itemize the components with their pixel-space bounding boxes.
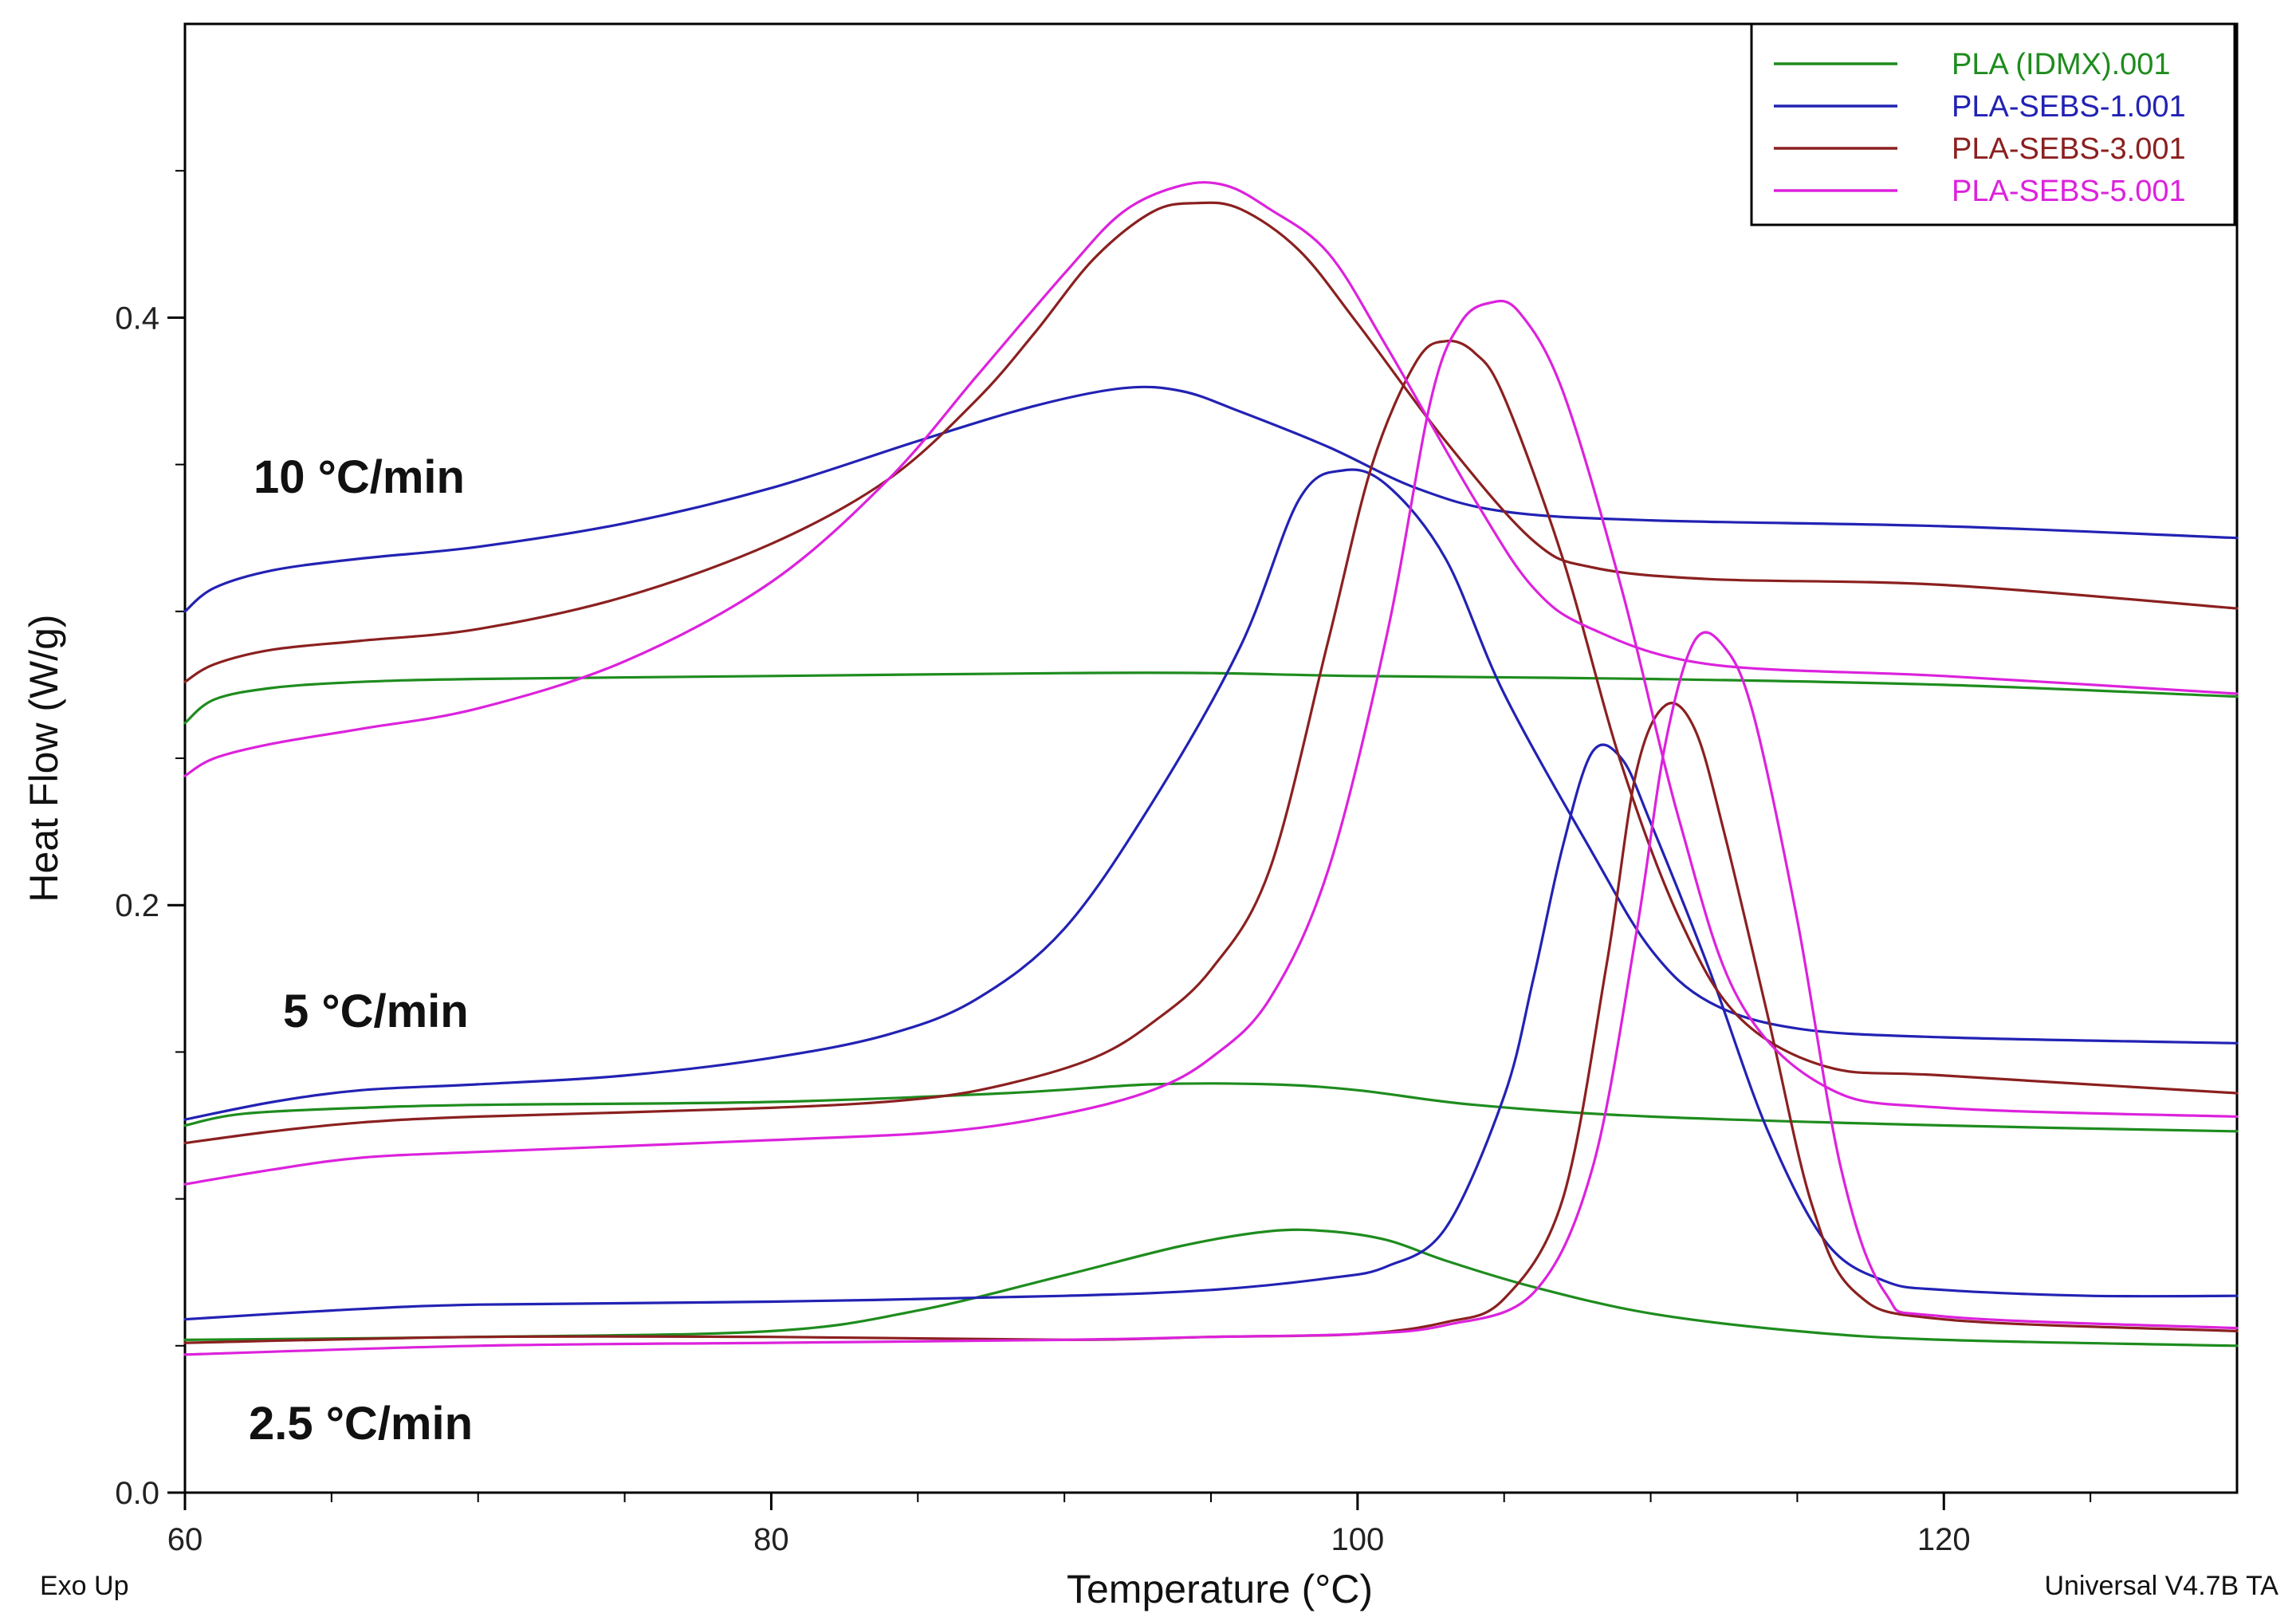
legend-entry: PLA-SEBS-5.001 — [1952, 175, 2186, 208]
series-4-curve-rate-5 — [183, 299, 2239, 1186]
x-tick-label: 120 — [1917, 1522, 1971, 1557]
rate-label-10: 10 °C/min — [254, 451, 465, 503]
series-1-curve-rate-10 — [183, 671, 2239, 725]
x-tick-label: 100 — [1331, 1522, 1384, 1557]
legend-entry: PLA-SEBS-3.001 — [1952, 132, 2186, 166]
legend-entry: PLA (IDMX).001 — [1952, 48, 2171, 81]
exo-up-note: Exo Up — [40, 1571, 129, 1601]
software-note: Universal V4.7B TA — [2044, 1571, 2278, 1601]
y-tick-label: 0.4 — [115, 301, 159, 336]
y-axis-title: Heat Flow (W/g) — [22, 614, 66, 902]
axis-ticks: 60 80 100 120 0.0 0.2 0.4 — [115, 170, 2092, 1557]
series-3-curve-rate-2-5 — [183, 702, 2239, 1344]
series-1-curve-rate-2-5 — [183, 1228, 2239, 1348]
series-2-curve-rate-5 — [183, 468, 2239, 1121]
x-axis-title: Temperature (°C) — [1067, 1567, 1373, 1611]
rate-label-2-5: 2.5 °C/min — [249, 1398, 473, 1450]
y-tick-label: 0.0 — [115, 1476, 159, 1511]
legend: PLA (IDMX).001 PLA-SEBS-1.001 PLA-SEBS-3.0… — [1750, 22, 2236, 226]
series-2-curve-rate-2-5 — [183, 743, 2239, 1321]
y-tick-label: 0.2 — [115, 888, 159, 923]
series-4-curve-rate-2-5 — [183, 631, 2239, 1356]
rate-label-5: 5 °C/min — [283, 986, 469, 1037]
series-2-curve-rate-10 — [183, 385, 2239, 613]
series-4-curve-rate-10 — [183, 181, 2239, 777]
plot-frame — [183, 22, 2239, 1494]
x-tick-label: 60 — [167, 1522, 203, 1557]
series-lines — [183, 181, 2239, 1356]
series-3-curve-rate-5 — [183, 339, 2239, 1145]
series-3-curve-rate-10 — [183, 201, 2239, 683]
x-tick-label: 80 — [753, 1522, 789, 1557]
legend-entry: PLA-SEBS-1.001 — [1952, 90, 2186, 124]
